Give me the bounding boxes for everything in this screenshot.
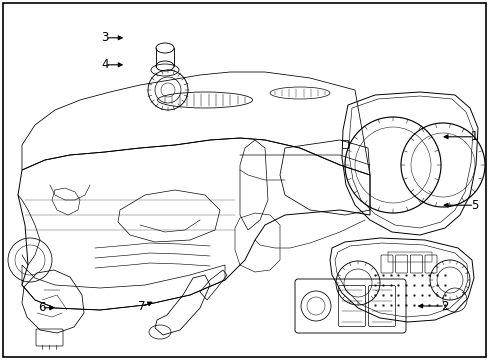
Text: 7: 7 [138, 300, 145, 313]
Text: 4: 4 [101, 58, 109, 71]
Text: 3: 3 [101, 31, 109, 44]
Text: 2: 2 [440, 300, 448, 312]
Text: 1: 1 [469, 130, 477, 143]
Text: 5: 5 [469, 199, 477, 212]
Text: 6: 6 [38, 301, 45, 314]
